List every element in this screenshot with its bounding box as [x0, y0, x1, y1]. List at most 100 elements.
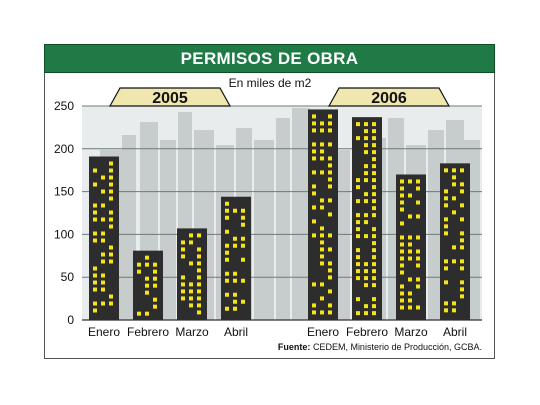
window	[460, 280, 464, 285]
window	[364, 178, 368, 183]
window	[225, 250, 229, 255]
x-tick-label: Marzo	[175, 325, 209, 339]
window	[364, 171, 368, 176]
window	[109, 168, 113, 173]
window	[145, 311, 149, 316]
window	[408, 242, 412, 247]
year-label-2006: 2006	[371, 90, 407, 107]
window	[181, 282, 185, 287]
window	[460, 294, 464, 299]
window	[197, 289, 201, 294]
window	[101, 238, 105, 243]
window	[153, 269, 157, 274]
window	[93, 301, 97, 306]
window	[356, 122, 360, 127]
window	[372, 157, 376, 162]
window	[241, 236, 245, 241]
window	[356, 297, 360, 302]
window	[312, 184, 316, 189]
window	[312, 149, 316, 154]
window	[372, 150, 376, 155]
window	[372, 206, 376, 211]
window	[444, 168, 448, 173]
year-tab-2006	[327, 87, 451, 107]
window	[444, 266, 448, 271]
window	[197, 303, 201, 308]
window	[93, 273, 97, 278]
window	[181, 275, 185, 280]
window	[460, 231, 464, 236]
window	[233, 271, 237, 276]
window	[328, 233, 332, 238]
window	[241, 278, 245, 283]
window	[109, 175, 113, 180]
window	[225, 306, 229, 311]
window	[364, 199, 368, 204]
y-tick-label: 100	[54, 227, 74, 241]
window	[312, 219, 316, 224]
window	[460, 182, 464, 187]
window	[356, 262, 360, 267]
window	[372, 248, 376, 253]
window	[320, 170, 324, 175]
window	[364, 283, 368, 288]
source-text: CEDEM, Ministerio de Producción, GCBA.	[312, 342, 482, 352]
window	[444, 217, 448, 222]
window	[189, 303, 193, 308]
window	[328, 247, 332, 252]
window	[452, 182, 456, 187]
window	[197, 275, 201, 280]
window	[197, 268, 201, 273]
x-tick-label: Febrero	[127, 325, 169, 339]
x-tick-label: Febrero	[346, 325, 388, 339]
window	[93, 168, 97, 173]
window	[312, 128, 316, 133]
window	[444, 224, 448, 229]
window	[109, 259, 113, 264]
window	[197, 254, 201, 259]
window	[109, 189, 113, 194]
bar-2006-marzo	[396, 174, 426, 320]
window	[93, 182, 97, 187]
window	[109, 210, 113, 215]
window	[101, 189, 105, 194]
window	[153, 297, 157, 302]
title-bar: PERMISOS DE OBRA	[44, 44, 495, 73]
window	[328, 156, 332, 161]
window	[225, 215, 229, 220]
window	[460, 259, 464, 264]
window	[101, 287, 105, 292]
window	[356, 220, 360, 225]
window	[197, 296, 201, 301]
bar-windows	[312, 114, 332, 315]
window	[328, 303, 332, 308]
y-tick-label: 200	[54, 142, 74, 156]
window	[153, 304, 157, 309]
window	[153, 283, 157, 288]
window	[364, 192, 368, 197]
window	[400, 221, 404, 226]
window	[328, 170, 332, 175]
window	[372, 171, 376, 176]
window	[189, 261, 193, 266]
window	[356, 255, 360, 260]
window	[364, 311, 368, 316]
window	[197, 233, 201, 238]
skyline-block	[254, 140, 274, 320]
window	[416, 186, 420, 191]
window	[400, 193, 404, 198]
window	[225, 201, 229, 206]
window	[197, 310, 201, 315]
window	[233, 292, 237, 297]
window	[137, 262, 141, 267]
window	[356, 178, 360, 183]
window	[364, 150, 368, 155]
window	[328, 184, 332, 189]
window	[372, 234, 376, 239]
window	[364, 129, 368, 134]
window	[320, 247, 324, 252]
window	[364, 213, 368, 218]
window	[372, 122, 376, 127]
window	[408, 179, 412, 184]
window	[181, 296, 185, 301]
